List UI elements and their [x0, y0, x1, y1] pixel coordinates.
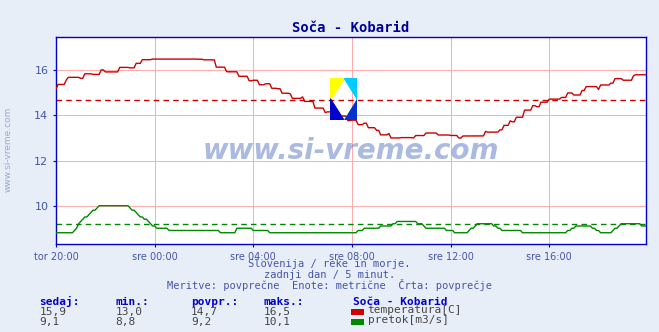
Text: Soča - Kobarid: Soča - Kobarid: [353, 297, 447, 307]
Text: Meritve: povprečne  Enote: metrične  Črta: povprečje: Meritve: povprečne Enote: metrične Črta:…: [167, 279, 492, 291]
Text: Slovenija / reke in morje.: Slovenija / reke in morje.: [248, 259, 411, 269]
Text: 9,2: 9,2: [191, 317, 212, 327]
Text: www.si-vreme.com: www.si-vreme.com: [3, 107, 13, 192]
Text: 9,1: 9,1: [40, 317, 60, 327]
Text: 10,1: 10,1: [264, 317, 291, 327]
Text: pretok[m3/s]: pretok[m3/s]: [368, 315, 449, 325]
Text: temperatura[C]: temperatura[C]: [368, 305, 462, 315]
Text: 8,8: 8,8: [115, 317, 136, 327]
Text: min.:: min.:: [115, 297, 149, 307]
Text: zadnji dan / 5 minut.: zadnji dan / 5 minut.: [264, 270, 395, 280]
Title: Soča - Kobarid: Soča - Kobarid: [293, 21, 409, 35]
Text: sedaj:: sedaj:: [40, 296, 80, 307]
Text: 13,0: 13,0: [115, 307, 142, 317]
Text: 15,9: 15,9: [40, 307, 67, 317]
Text: 14,7: 14,7: [191, 307, 218, 317]
Text: www.si-vreme.com: www.si-vreme.com: [203, 137, 499, 165]
Text: maks.:: maks.:: [264, 297, 304, 307]
Text: povpr.:: povpr.:: [191, 297, 239, 307]
Text: 16,5: 16,5: [264, 307, 291, 317]
